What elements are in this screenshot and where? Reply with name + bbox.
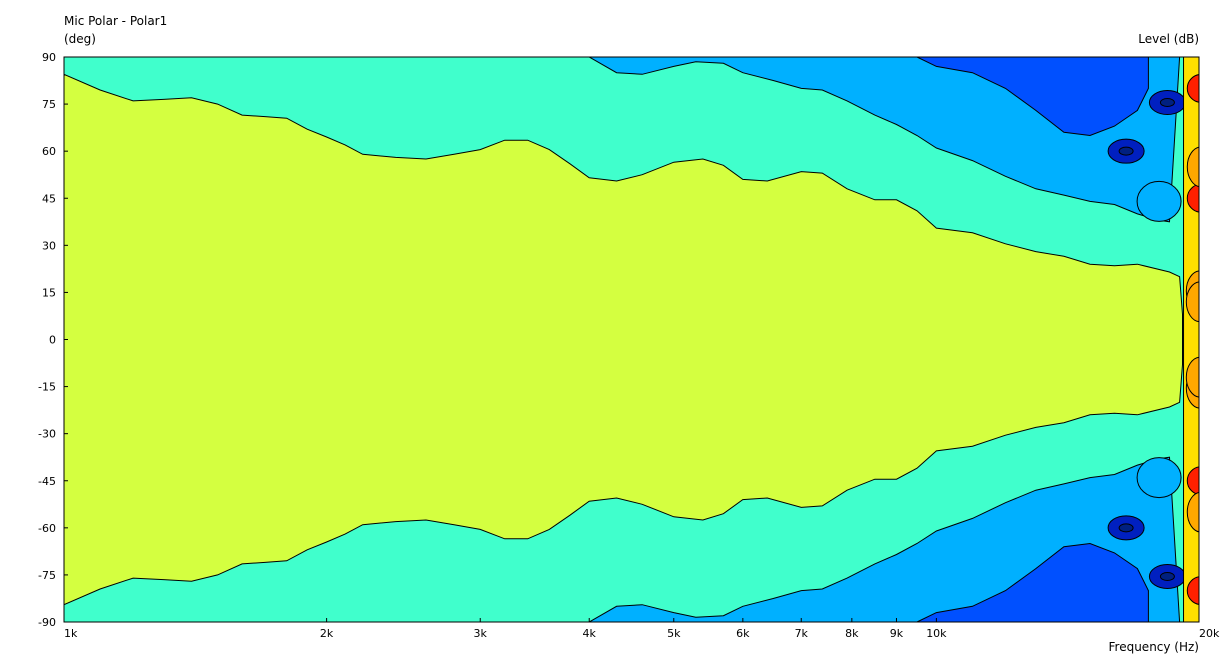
y-tick-label: 30 <box>42 239 56 252</box>
contour-edge-lobe <box>1186 491 1199 533</box>
contour-navy-spot <box>1159 571 1175 581</box>
contour-edge-lobe <box>1186 146 1199 188</box>
y-tick-label: -45 <box>38 475 56 488</box>
x-tick-label: 7k <box>795 627 809 640</box>
x-axis-label: Frequency (Hz) <box>1108 640 1200 654</box>
contour-edge-lobe <box>1185 356 1199 398</box>
y-tick-label: -60 <box>38 522 56 535</box>
contour-edge-lobe <box>1186 576 1199 605</box>
y-tick-label: 15 <box>42 286 56 299</box>
y-tick-label: 90 <box>42 51 56 64</box>
y-tick-label: 75 <box>42 98 56 111</box>
contour-navy-spot <box>1118 146 1134 156</box>
x-tick-label: 9k <box>890 627 904 640</box>
x-tick-label: 2k <box>320 627 334 640</box>
contour-edge-lobe <box>1186 183 1199 213</box>
y-tick-label: 60 <box>42 145 56 158</box>
x-tick-label: 4k <box>583 627 597 640</box>
contour-edge-lobe <box>1185 281 1199 323</box>
y-axis-label: (deg) <box>64 32 96 46</box>
x-tick-label: 5k <box>667 627 681 640</box>
level-label: Level (dB) <box>1138 32 1199 46</box>
y-tick-label: 45 <box>42 192 56 205</box>
contour-midblue-top <box>916 57 1149 137</box>
x-tick-label: 1k <box>64 627 78 640</box>
contour-lightblue-bubble <box>1136 180 1182 222</box>
y-tick-label: 0 <box>49 334 56 347</box>
y-tick-label: -15 <box>38 381 56 394</box>
contour-edge-lobe <box>1186 466 1199 496</box>
y-tick-label: -30 <box>38 428 56 441</box>
contour-midblue-bottom <box>916 542 1149 622</box>
y-tick-label: -90 <box>38 616 56 629</box>
x-tick-label: 20k <box>1199 627 1220 640</box>
contour-lightblue-bubble <box>1136 457 1182 499</box>
x-tick-label: 8k <box>845 627 859 640</box>
contour-navy-spot <box>1159 98 1175 108</box>
x-tick-label: 6k <box>736 627 750 640</box>
contour-edge-lobe <box>1186 74 1199 103</box>
y-tick-label: -75 <box>38 569 56 582</box>
contour-edge-yellow <box>1183 57 1199 622</box>
chart-title: Mic Polar - Polar1 <box>64 14 168 28</box>
x-tick-label: 10k <box>926 627 947 640</box>
x-tick-label: 3k <box>474 627 488 640</box>
contour-main <box>64 73 1183 606</box>
contour-navy-spot <box>1118 523 1134 533</box>
